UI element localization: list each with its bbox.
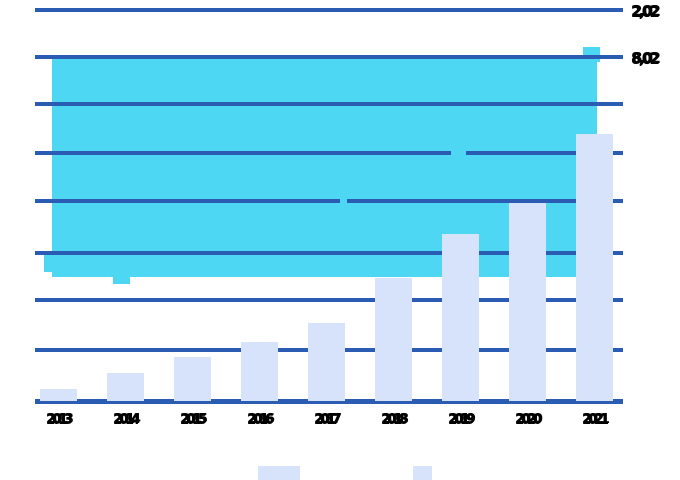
x-axis-tick-label: 2015: [180, 412, 207, 427]
gridline: [35, 102, 623, 106]
bar: [106, 373, 144, 401]
legend-swatch-2: [413, 466, 432, 480]
bar: [575, 134, 613, 401]
x-axis-baseline: [35, 399, 623, 404]
gridline: [466, 151, 623, 155]
x-axis-tick-label: 2020: [515, 412, 542, 427]
cyan-overlay-main: [52, 59, 597, 277]
x-axis-tick-label: 2019: [448, 412, 475, 427]
bar: [240, 342, 278, 401]
x-axis-tick-label: 2016: [247, 412, 274, 427]
gridline: [35, 251, 623, 255]
x-axis-tick-label: 2017: [314, 412, 341, 427]
legend-swatch-1: [258, 466, 300, 480]
bar: [508, 203, 546, 401]
cyan-overlay-bottom-tab: [113, 277, 130, 284]
bar: [39, 389, 77, 401]
gridline: [35, 298, 623, 302]
bar: [173, 357, 211, 401]
x-axis-tick-label: 2013: [46, 412, 73, 427]
right-axis-label-bottom: 8,02: [631, 49, 660, 67]
cyan-overlay-left-square: [44, 255, 53, 272]
right-axis-label-top: 2,02: [631, 2, 660, 20]
bar: [307, 323, 345, 401]
gridline: [35, 8, 623, 12]
gridline: [347, 199, 623, 203]
x-axis-tick-label: 2014: [113, 412, 140, 427]
bar: [374, 278, 412, 401]
gridline: [35, 199, 340, 203]
x-axis-tick-label: 2018: [381, 412, 408, 427]
bar: [441, 234, 479, 401]
x-axis-tick-label: 2021: [582, 412, 609, 427]
gridline: [35, 151, 451, 155]
gridline: [35, 55, 623, 59]
